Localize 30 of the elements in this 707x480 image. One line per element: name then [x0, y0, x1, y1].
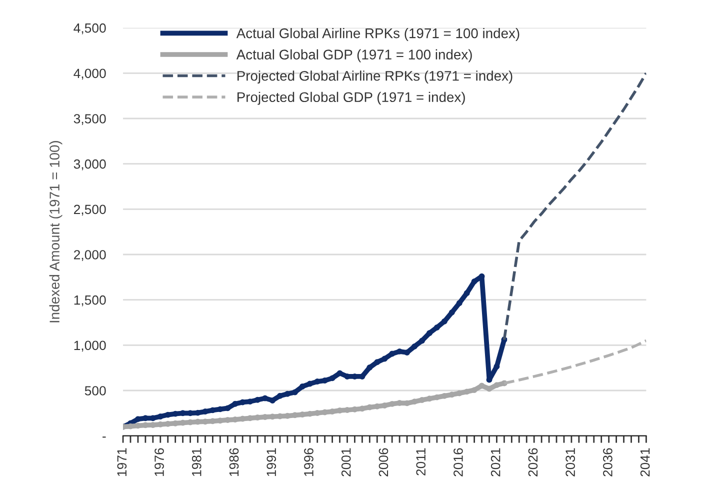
y-tick-label: 4,500 [74, 23, 106, 34]
legend-label: Actual Global GDP (1971 = 100 index) [236, 49, 472, 62]
x-tick-label: 1986 [229, 448, 239, 476]
x-tick-label: 1971 [117, 448, 127, 476]
x-tick-label: 2036 [603, 448, 612, 476]
y-tick-label: 2,500 [74, 204, 106, 216]
y-tick-label: 500 [84, 386, 106, 396]
x-tick-label: 1976 [154, 448, 164, 476]
legend-label: Projected Global Airline RPKs (1971 = index) [237, 70, 512, 84]
y-tick-label: 2,000 [74, 250, 106, 261]
x-tick-label: 2011 [416, 448, 426, 476]
x-tick-label: 2001 [341, 448, 351, 476]
x-tick-label: 2016 [454, 448, 463, 476]
x-tick-label: 1981 [192, 448, 202, 476]
y-tick-label: 3,500 [74, 114, 106, 125]
x-tick-label: 2041 [640, 448, 650, 476]
legend-label: Projected Global GDP (1971 = index) [237, 92, 465, 105]
x-tick-label: 2006 [378, 448, 388, 476]
legend-label: Actual Global Airline RPKs (1971 = 100 index) [236, 28, 520, 41]
x-tick-label: 1991 [266, 448, 276, 476]
x-tick-label: 2031 [566, 448, 575, 476]
x-tick-label: 2026 [528, 448, 538, 476]
y-tick-label: 3,000 [74, 159, 106, 170]
x-tick-label: 1996 [304, 448, 314, 476]
y-axis-title: Indexed Amount (1971 = 100) [49, 141, 62, 322]
y-tick-label: 1,500 [74, 295, 106, 306]
x-tick-label: 2021 [490, 448, 500, 476]
y-tick-label: 4,000 [74, 68, 106, 80]
y-tick-label: - [102, 436, 106, 438]
y-tick-label: 1,000 [74, 340, 106, 352]
